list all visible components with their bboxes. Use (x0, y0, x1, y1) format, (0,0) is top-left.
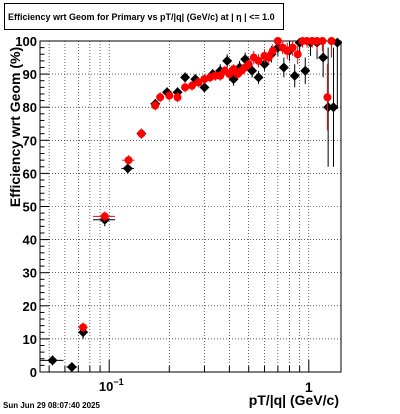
diamond-marker (289, 70, 300, 81)
y-tick-label: 80 (23, 100, 37, 115)
circle-marker (318, 37, 327, 45)
data-point-red (288, 41, 297, 56)
diamond-marker (300, 65, 311, 76)
data-point-red (181, 82, 190, 93)
diamond-marker (66, 362, 77, 373)
diamond-marker (180, 72, 191, 83)
data-point-red (273, 37, 282, 48)
data-point-red (122, 155, 135, 166)
grid (40, 41, 341, 372)
diamond-marker (47, 355, 58, 366)
y-tick-label: 90 (23, 67, 37, 82)
y-tick-label: 40 (23, 233, 37, 248)
circle-marker (327, 37, 336, 45)
data-point-red (244, 59, 253, 70)
data-point-red (323, 64, 332, 131)
data-point-black (121, 163, 134, 174)
data-point-red (165, 90, 174, 101)
data-point-black (278, 57, 289, 78)
circle-marker (273, 37, 282, 45)
data-point-black (180, 72, 191, 83)
circle-marker (288, 43, 297, 52)
y-tick-label: 0 (30, 365, 37, 380)
data-point-black (328, 47, 339, 167)
circle-marker (79, 323, 88, 332)
diamond-marker (199, 82, 210, 93)
data-point-black (323, 47, 334, 167)
data-point-red (318, 37, 327, 51)
diamond-marker (278, 62, 289, 73)
circle-marker (181, 83, 190, 92)
chart-title-text: Efficiency wrt Geom for Primary vs pT/|q… (8, 11, 275, 22)
circle-marker (323, 93, 332, 102)
x-tick-label: 10−1 (99, 377, 124, 394)
y-tick-label: 60 (23, 166, 37, 181)
diamond-marker (222, 55, 233, 66)
data-point-red (78, 322, 88, 333)
circle-marker (254, 56, 263, 65)
x-tick-label: 1 (305, 379, 313, 395)
data-point-black (318, 41, 329, 78)
chart-title: Efficiency wrt Geom for Primary vs pT/|q… (4, 3, 284, 30)
data-point-red (268, 44, 277, 58)
data-point-black (222, 54, 233, 68)
circle-marker (165, 91, 174, 100)
circle-marker (293, 50, 302, 59)
y-tick-label: 50 (23, 200, 37, 215)
data-point-black (300, 57, 311, 85)
data-point-black (289, 64, 300, 88)
circle-marker (151, 101, 160, 110)
circle-marker (268, 46, 277, 55)
data-point-red (264, 50, 273, 65)
data-point-red (156, 92, 165, 103)
circle-marker (137, 129, 146, 138)
circle-marker (173, 93, 182, 102)
circle-marker (264, 53, 273, 62)
data-point-red (194, 77, 203, 88)
y-tick-label: 20 (23, 299, 37, 314)
data-point-black (253, 70, 264, 85)
diamond-marker (318, 52, 329, 63)
data-point-black (66, 362, 78, 373)
y-tick-label: 100 (15, 34, 37, 49)
circle-marker (216, 71, 225, 80)
data-point-red (93, 211, 116, 222)
circle-marker (244, 60, 253, 69)
y-tick-label: 10 (23, 332, 37, 347)
circle-marker (100, 212, 109, 221)
x-axis-title: pT/|q| (GeV/c) (249, 392, 339, 408)
diamond-marker (247, 65, 258, 76)
data-point-red (173, 92, 182, 103)
data-point-black (40, 355, 64, 366)
data-point-red (293, 44, 302, 65)
diamond-marker (122, 163, 133, 174)
timestamp: Sun Jun 29 08:07:40 2025 (3, 401, 100, 410)
data-point-red (216, 70, 225, 81)
y-axis-title: Efficiency wrt Geom (%) (7, 47, 23, 207)
circle-marker (156, 93, 165, 102)
data-point-red (254, 54, 263, 68)
diamond-marker (323, 102, 334, 113)
data-point-red (137, 128, 146, 139)
circle-marker (188, 81, 197, 90)
y-tick-label: 70 (23, 133, 37, 148)
circle-marker (194, 78, 203, 87)
data-point-red (327, 37, 336, 58)
data-point-red (188, 80, 197, 91)
data-point-red (151, 100, 160, 111)
axes: 0 10 20 30 40 50 60 70 80 90 100 10−1 1 (15, 34, 313, 395)
circle-marker (124, 156, 133, 165)
y-tick-label: 30 (23, 266, 37, 281)
data-point-black (247, 64, 258, 78)
data-points (40, 37, 343, 373)
diamond-marker (328, 102, 339, 113)
diamond-marker (253, 72, 264, 83)
